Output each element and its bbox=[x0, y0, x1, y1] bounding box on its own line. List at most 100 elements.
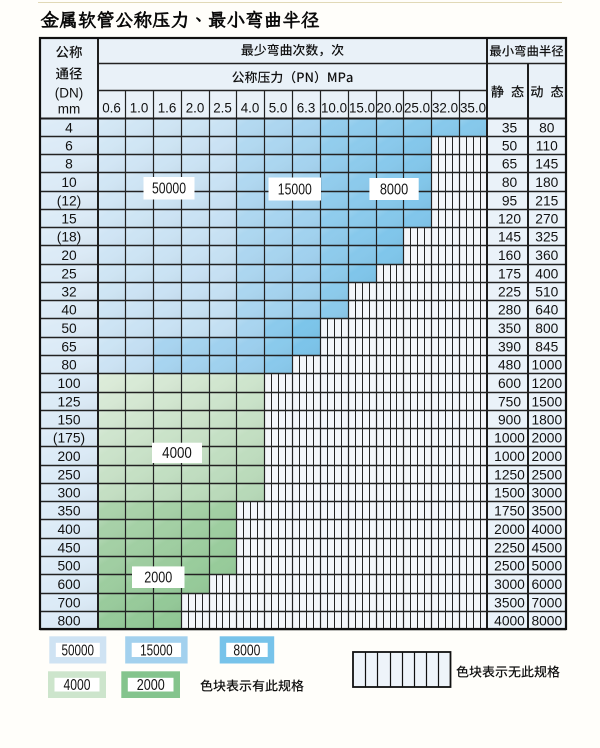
svg-text:8: 8 bbox=[65, 156, 73, 171]
svg-text:mm: mm bbox=[58, 102, 81, 117]
svg-text:25.0: 25.0 bbox=[404, 101, 430, 116]
svg-text:2000: 2000 bbox=[531, 449, 562, 464]
svg-text:1500: 1500 bbox=[531, 394, 562, 409]
svg-text:4: 4 bbox=[65, 120, 73, 135]
svg-text:80: 80 bbox=[539, 120, 555, 135]
svg-text:450: 450 bbox=[57, 540, 80, 555]
svg-text:750: 750 bbox=[498, 394, 521, 409]
svg-text:325: 325 bbox=[535, 229, 558, 244]
svg-text:480: 480 bbox=[498, 357, 521, 372]
svg-text:200: 200 bbox=[57, 449, 80, 464]
svg-text:800: 800 bbox=[57, 613, 80, 628]
svg-text:640: 640 bbox=[535, 302, 558, 317]
svg-text:300: 300 bbox=[57, 485, 80, 500]
svg-text:8000: 8000 bbox=[380, 181, 409, 198]
svg-text:2.5: 2.5 bbox=[213, 101, 232, 116]
svg-text:15.0: 15.0 bbox=[349, 101, 375, 116]
svg-text:100: 100 bbox=[57, 376, 80, 391]
svg-text:4000: 4000 bbox=[162, 445, 192, 462]
svg-text:1000: 1000 bbox=[494, 430, 525, 445]
svg-text:6000: 6000 bbox=[531, 577, 562, 592]
svg-text:65: 65 bbox=[502, 156, 518, 171]
svg-text:(12): (12) bbox=[57, 193, 82, 208]
svg-text:510: 510 bbox=[535, 284, 558, 299]
svg-text:175: 175 bbox=[498, 266, 521, 281]
svg-text:0.6: 0.6 bbox=[102, 101, 121, 116]
svg-text:5.0: 5.0 bbox=[269, 101, 288, 116]
svg-text:600: 600 bbox=[498, 376, 521, 391]
svg-text:1200: 1200 bbox=[531, 376, 562, 391]
svg-text:280: 280 bbox=[498, 302, 521, 317]
svg-text:1250: 1250 bbox=[494, 467, 525, 482]
svg-text:50: 50 bbox=[61, 321, 77, 336]
svg-text:50000: 50000 bbox=[62, 642, 95, 659]
svg-text:2000: 2000 bbox=[137, 677, 165, 694]
svg-text:125: 125 bbox=[57, 394, 80, 409]
svg-text:4000: 4000 bbox=[64, 677, 91, 694]
svg-text:7000: 7000 bbox=[531, 595, 562, 610]
svg-text:2000: 2000 bbox=[531, 430, 562, 445]
svg-text:150: 150 bbox=[57, 412, 80, 427]
svg-text:1800: 1800 bbox=[531, 412, 562, 427]
svg-text:2250: 2250 bbox=[494, 540, 525, 555]
svg-text:10.0: 10.0 bbox=[321, 101, 347, 116]
svg-text:2000: 2000 bbox=[494, 522, 525, 537]
svg-text:32.0: 32.0 bbox=[432, 101, 458, 116]
svg-text:35.0: 35.0 bbox=[460, 101, 486, 116]
svg-text:4000: 4000 bbox=[494, 613, 525, 628]
svg-text:8000: 8000 bbox=[531, 613, 562, 628]
svg-text:6: 6 bbox=[65, 138, 73, 153]
svg-text:10: 10 bbox=[61, 175, 77, 190]
svg-text:1.6: 1.6 bbox=[158, 101, 177, 116]
svg-text:350: 350 bbox=[57, 503, 80, 518]
svg-text:110: 110 bbox=[536, 138, 558, 153]
svg-text:225: 225 bbox=[498, 284, 521, 299]
svg-text:390: 390 bbox=[498, 339, 521, 354]
svg-text:40: 40 bbox=[61, 302, 77, 317]
svg-text:50: 50 bbox=[502, 138, 518, 153]
svg-text:15: 15 bbox=[61, 211, 77, 226]
svg-text:800: 800 bbox=[535, 321, 558, 336]
svg-text:1000: 1000 bbox=[531, 357, 562, 372]
svg-text:180: 180 bbox=[535, 175, 558, 190]
svg-text:32: 32 bbox=[61, 284, 76, 299]
svg-text:4000: 4000 bbox=[531, 522, 562, 537]
svg-text:15000: 15000 bbox=[278, 181, 312, 198]
svg-text:1000: 1000 bbox=[494, 449, 525, 464]
svg-text:4500: 4500 bbox=[531, 540, 562, 555]
svg-text:160: 160 bbox=[498, 248, 521, 263]
svg-text:(DN): (DN) bbox=[55, 86, 84, 101]
svg-text:25: 25 bbox=[61, 266, 77, 281]
svg-text:2000: 2000 bbox=[144, 570, 172, 587]
svg-text:3500: 3500 bbox=[531, 503, 562, 518]
svg-text:900: 900 bbox=[498, 412, 521, 427]
svg-text:400: 400 bbox=[535, 266, 558, 281]
svg-text:1500: 1500 bbox=[494, 485, 525, 500]
svg-text:15000: 15000 bbox=[140, 642, 173, 659]
svg-text:270: 270 bbox=[535, 211, 558, 226]
svg-text:1.0: 1.0 bbox=[130, 101, 149, 116]
svg-text:350: 350 bbox=[498, 321, 521, 336]
svg-text:4.0: 4.0 bbox=[241, 101, 260, 116]
svg-text:600: 600 bbox=[57, 577, 80, 592]
svg-text:145: 145 bbox=[535, 156, 558, 171]
svg-text:845: 845 bbox=[535, 339, 558, 354]
svg-text:2.0: 2.0 bbox=[186, 101, 205, 116]
svg-text:500: 500 bbox=[57, 558, 80, 573]
svg-text:65: 65 bbox=[61, 339, 77, 354]
svg-text:215: 215 bbox=[535, 193, 558, 208]
svg-text:20.0: 20.0 bbox=[376, 101, 402, 116]
svg-text:145: 145 bbox=[498, 229, 521, 244]
svg-text:3500: 3500 bbox=[494, 595, 525, 610]
svg-text:80: 80 bbox=[61, 357, 77, 372]
svg-text:2500: 2500 bbox=[494, 558, 525, 573]
svg-text:95: 95 bbox=[502, 193, 518, 208]
svg-text:400: 400 bbox=[57, 522, 80, 537]
svg-text:50000: 50000 bbox=[152, 181, 186, 198]
svg-text:360: 360 bbox=[535, 248, 558, 263]
svg-text:6.3: 6.3 bbox=[297, 101, 316, 116]
svg-text:35: 35 bbox=[502, 120, 518, 135]
svg-text:3000: 3000 bbox=[531, 485, 562, 500]
svg-text:250: 250 bbox=[57, 467, 80, 482]
svg-text:(18): (18) bbox=[57, 229, 82, 244]
